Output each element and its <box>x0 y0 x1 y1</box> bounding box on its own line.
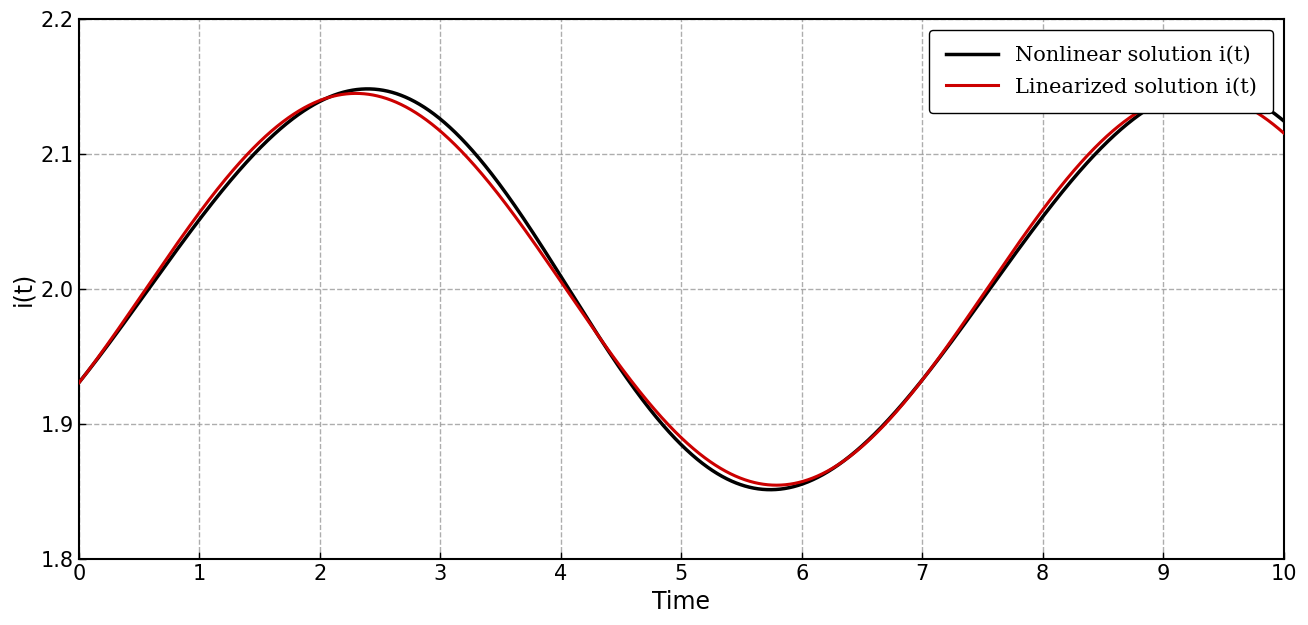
Nonlinear solution i(t) <box>586 324 602 332</box>
Nonlinear solution i(t) <box>208 194 224 202</box>
Nonlinear solution i(t) <box>280 119 296 126</box>
Linearized solution i(t) <box>769 481 785 489</box>
Linearized solution i(t) <box>71 379 86 387</box>
Nonlinear solution i(t) <box>534 242 549 249</box>
Nonlinear solution i(t) <box>71 379 86 386</box>
X-axis label: Time: Time <box>653 590 710 614</box>
Linearized solution i(t) <box>534 249 549 257</box>
Linearized solution i(t) <box>586 325 602 332</box>
Nonlinear solution i(t) <box>1124 118 1139 125</box>
Line: Nonlinear solution i(t): Nonlinear solution i(t) <box>78 89 1283 489</box>
Linearized solution i(t) <box>1124 113 1139 121</box>
Linearized solution i(t) <box>280 114 296 122</box>
Y-axis label: i(t): i(t) <box>10 272 35 306</box>
Linearized solution i(t) <box>1253 111 1269 119</box>
Line: Linearized solution i(t): Linearized solution i(t) <box>78 93 1283 485</box>
Linearized solution i(t) <box>1275 129 1291 137</box>
Legend: Nonlinear solution i(t), Linearized solution i(t): Nonlinear solution i(t), Linearized solu… <box>929 29 1273 113</box>
Nonlinear solution i(t) <box>1275 117 1291 124</box>
Linearized solution i(t) <box>208 187 224 194</box>
Nonlinear solution i(t) <box>1253 101 1269 108</box>
Linearized solution i(t) <box>348 89 364 97</box>
Nonlinear solution i(t) <box>763 486 778 493</box>
Nonlinear solution i(t) <box>360 85 375 92</box>
